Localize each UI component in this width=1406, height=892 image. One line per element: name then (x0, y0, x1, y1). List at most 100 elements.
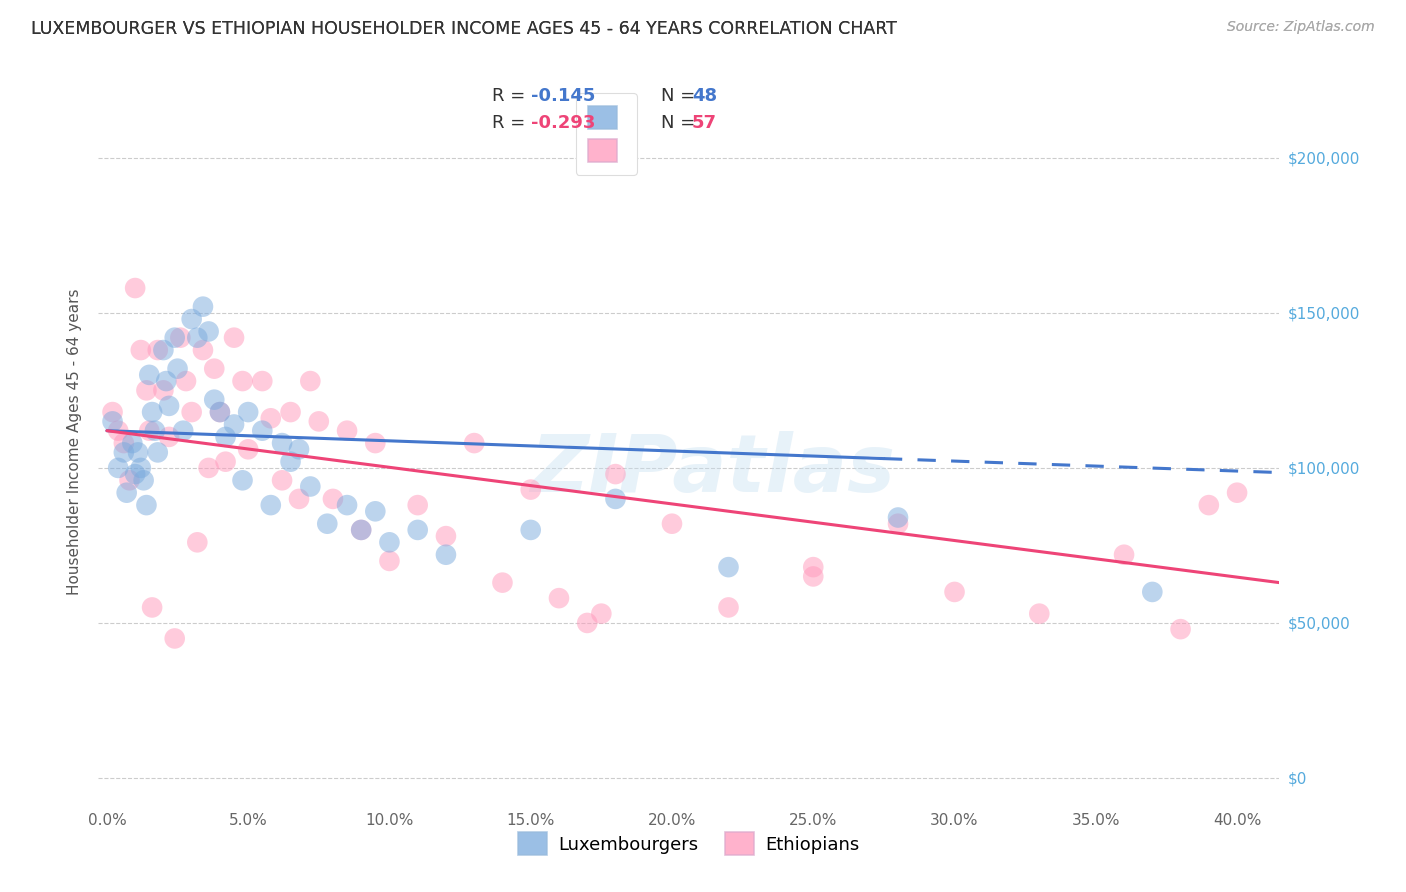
Point (519, 523, 541, 537)
Point (214, 455, 236, 469)
Point (271, 473, 294, 487)
Point (135, 498, 157, 512)
Point (576, 615, 599, 630)
Point (127, 445, 149, 459)
Text: ZIPatlas: ZIPatlas (530, 432, 896, 509)
Point (1170, 622, 1192, 636)
Text: -0.293: -0.293 (531, 114, 596, 132)
Text: LUXEMBOURGER VS ETHIOPIAN HOUSEHOLDER INCOME AGES 45 - 64 YEARS CORRELATION CHAR: LUXEMBOURGER VS ETHIOPIAN HOUSEHOLDER IN… (31, 20, 897, 37)
Point (172, 424, 194, 438)
Point (591, 607, 613, 621)
Point (141, 405, 163, 419)
Point (1226, 485, 1249, 500)
Point (801, 560, 824, 574)
Point (107, 461, 129, 475)
Y-axis label: Householder Income Ages 45 - 64 years: Householder Income Ages 45 - 64 years (67, 288, 83, 595)
Point (222, 331, 245, 345)
Point (887, 516, 910, 531)
Point (186, 331, 208, 345)
Point (208, 405, 231, 419)
Point (146, 445, 169, 459)
Point (350, 523, 373, 537)
Point (152, 384, 174, 398)
Point (124, 467, 146, 482)
Text: 48: 48 (692, 87, 717, 105)
Point (208, 405, 231, 419)
Point (801, 569, 824, 583)
Point (299, 374, 322, 388)
Point (887, 510, 910, 524)
Point (124, 281, 146, 295)
Point (406, 523, 429, 537)
Text: N =: N = (661, 114, 700, 132)
Point (129, 343, 152, 357)
Point (1112, 548, 1135, 562)
Point (197, 325, 219, 339)
Text: -0.145: -0.145 (531, 87, 596, 105)
Point (101, 414, 124, 428)
Point (214, 430, 236, 444)
Point (138, 424, 160, 438)
Point (717, 560, 740, 574)
Point (174, 374, 197, 388)
Point (222, 417, 245, 432)
Point (605, 491, 627, 506)
Point (135, 384, 157, 398)
Point (519, 483, 541, 497)
Point (271, 436, 294, 450)
Point (157, 430, 180, 444)
Point (112, 436, 135, 450)
Point (191, 300, 214, 314)
Point (191, 343, 214, 357)
Point (434, 529, 457, 543)
Point (260, 411, 283, 425)
Point (364, 504, 387, 518)
Point (322, 491, 344, 506)
Point (166, 361, 188, 376)
Legend: Luxembourgers, Ethiopians: Luxembourgers, Ethiopians (512, 825, 866, 863)
Point (406, 498, 429, 512)
Point (288, 442, 311, 457)
Text: 57: 57 (692, 114, 717, 132)
Point (280, 405, 302, 419)
Point (143, 424, 166, 438)
Point (717, 600, 740, 615)
Point (163, 331, 186, 345)
Point (548, 591, 571, 606)
Point (1142, 585, 1164, 599)
Point (252, 374, 274, 388)
Point (280, 455, 302, 469)
Point (288, 491, 311, 506)
Point (308, 414, 330, 428)
Point (231, 473, 253, 487)
Point (152, 343, 174, 357)
Point (202, 392, 225, 407)
Text: Source: ZipAtlas.com: Source: ZipAtlas.com (1227, 20, 1375, 34)
Point (605, 467, 627, 482)
Point (336, 498, 359, 512)
Point (129, 461, 152, 475)
Point (101, 405, 124, 419)
Point (434, 548, 457, 562)
Point (1198, 498, 1220, 512)
Text: Source: ZipAtlas.com: Source: ZipAtlas.com (1227, 20, 1375, 34)
Point (186, 535, 208, 549)
Point (155, 374, 177, 388)
Text: R =: R = (492, 87, 531, 105)
Point (180, 312, 202, 326)
Point (146, 343, 169, 357)
Point (260, 498, 283, 512)
Point (238, 442, 260, 457)
Point (231, 374, 253, 388)
Point (350, 523, 373, 537)
Point (197, 461, 219, 475)
Point (299, 479, 322, 493)
Point (463, 436, 485, 450)
Point (238, 405, 260, 419)
Point (364, 436, 387, 450)
Point (141, 600, 163, 615)
Text: N =: N = (661, 87, 700, 105)
Point (180, 405, 202, 419)
Point (336, 424, 359, 438)
Point (202, 361, 225, 376)
